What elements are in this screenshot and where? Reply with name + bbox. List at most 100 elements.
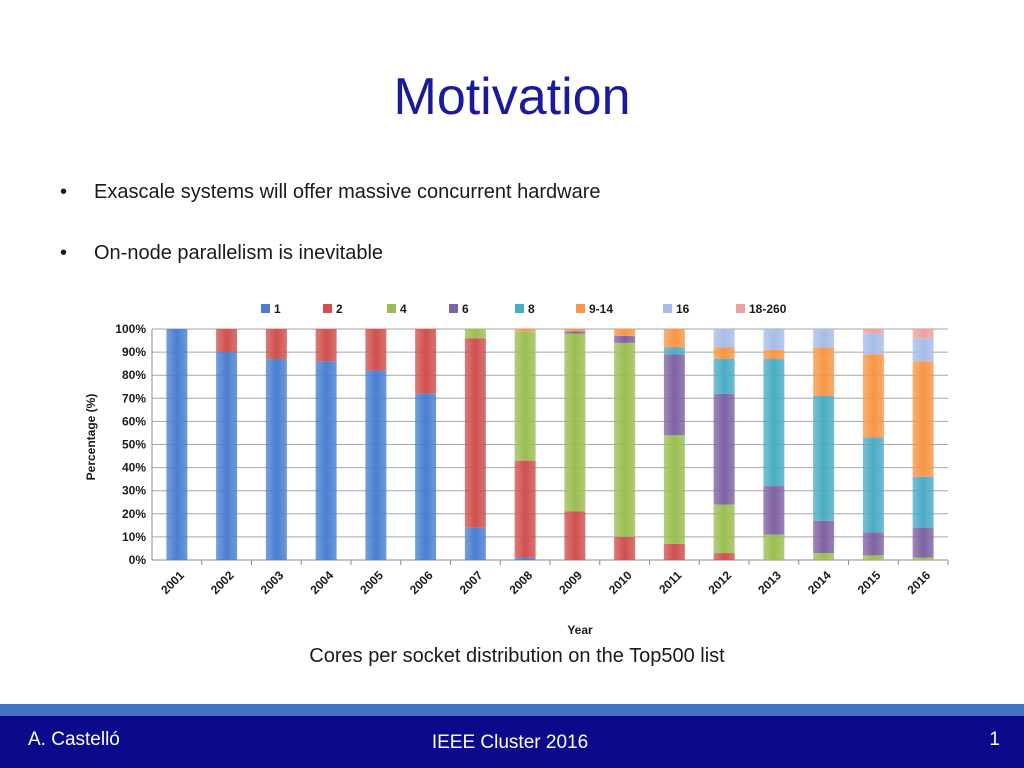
bar-segment xyxy=(813,395,835,521)
bullet-dot-icon: • xyxy=(60,181,68,203)
footer-author: A. Castelló xyxy=(28,729,120,750)
bar-segment xyxy=(813,553,835,560)
bar-segment xyxy=(912,361,934,477)
bar-segment xyxy=(415,393,437,560)
bullet-text: On-node parallelism is inevitable xyxy=(94,242,384,264)
bar-segment xyxy=(813,347,835,396)
y-axis-title: Percentage (%) xyxy=(84,394,98,481)
y-tick-label: 90% xyxy=(122,345,146,359)
x-tick-label: 2015 xyxy=(855,568,884,597)
bar-segment xyxy=(862,329,884,334)
y-tick-label: 0% xyxy=(129,553,147,567)
legend-label: 4 xyxy=(400,302,407,316)
bar-segment xyxy=(713,393,735,505)
bar-segment xyxy=(912,476,934,528)
bar-segment xyxy=(663,354,685,436)
bar-segment xyxy=(763,329,785,350)
x-tick-label: 2002 xyxy=(208,568,237,597)
bullet-list: • Exascale systems will offer massive con… xyxy=(60,176,600,298)
bullet-item: • On-node parallelism is inevitable xyxy=(60,237,600,269)
bar-segment xyxy=(663,329,685,348)
y-tick-label: 80% xyxy=(122,368,146,382)
footer-event: IEEE Cluster 2016 xyxy=(431,732,589,753)
x-tick-label: 2013 xyxy=(755,568,784,597)
x-tick-label: 2016 xyxy=(904,568,933,597)
bar-segment xyxy=(365,370,387,560)
bullet-text: Exascale systems will offer massive conc… xyxy=(94,181,601,203)
bar-segment xyxy=(862,437,884,533)
legend-label: 6 xyxy=(462,302,469,316)
bar-segment xyxy=(216,329,238,353)
bar-segment xyxy=(862,354,884,438)
legend-swatch xyxy=(515,304,524,313)
bar-segment xyxy=(862,555,884,560)
legend-swatch xyxy=(663,304,672,313)
bar-segment xyxy=(564,331,586,334)
x-tick-label: 2006 xyxy=(407,568,436,597)
x-tick-label: 2008 xyxy=(506,568,535,597)
bar-segment xyxy=(763,486,785,535)
bar-segment xyxy=(713,347,735,360)
y-tick-label: 70% xyxy=(122,391,146,405)
bar-segment xyxy=(464,527,486,560)
legend-label: 2 xyxy=(336,302,343,316)
y-tick-label: 30% xyxy=(122,484,146,498)
legend-swatch xyxy=(387,304,396,313)
x-tick-label: 2003 xyxy=(258,568,287,597)
bar-segment xyxy=(564,329,586,332)
bar-segment xyxy=(862,333,884,355)
legend-swatch xyxy=(449,304,458,313)
y-tick-label: 40% xyxy=(122,461,146,475)
bar-segment xyxy=(514,557,536,560)
x-tick-label: 2014 xyxy=(805,568,834,597)
bar-segment xyxy=(663,543,685,560)
bar-segment xyxy=(216,352,238,560)
legend-swatch xyxy=(736,304,745,313)
bar-segment xyxy=(265,329,287,360)
bullet-item: • Exascale systems will offer massive con… xyxy=(60,176,600,208)
bar-segment xyxy=(365,329,387,371)
bar-segment xyxy=(713,329,735,348)
bar-segment xyxy=(614,329,636,336)
chart-caption: Cores per socket distribution on the Top… xyxy=(309,645,725,667)
bar-segment xyxy=(912,329,934,339)
x-tick-label: 2010 xyxy=(606,568,635,597)
x-tick-label: 2009 xyxy=(556,568,585,597)
x-tick-label: 2005 xyxy=(357,568,386,597)
legend-label: 18-260 xyxy=(749,302,787,316)
y-tick-label: 20% xyxy=(122,507,146,521)
bar-segment xyxy=(813,329,835,348)
legend-swatch xyxy=(576,304,585,313)
bar-segment xyxy=(315,361,337,560)
x-tick-label: 2004 xyxy=(307,568,336,597)
bar-segment xyxy=(464,329,486,339)
bar-segment xyxy=(166,329,188,560)
bar-segment xyxy=(912,557,934,560)
page-number: 1 xyxy=(989,729,1000,750)
x-tick-label: 2007 xyxy=(457,568,486,597)
bar-segment xyxy=(713,504,735,554)
stacked-bar-chart: 0% 10% 20% 30% 40% 50% 60% 70% 80% 90% 100% 2001 200… xyxy=(84,302,949,637)
y-tick-label: 50% xyxy=(122,438,146,452)
y-tick-label: 60% xyxy=(122,414,146,428)
legend-label: 1 xyxy=(274,302,281,316)
bar-segment xyxy=(912,338,934,362)
slide-title: Motivation xyxy=(393,68,631,126)
bar-segment xyxy=(265,359,287,560)
bar-segment xyxy=(862,532,884,556)
bar-segment xyxy=(614,342,636,537)
bar-segment xyxy=(514,331,536,461)
bar-segment xyxy=(315,329,337,362)
bar-segment xyxy=(564,511,586,560)
bar-segment xyxy=(514,460,536,558)
x-tick-label: 2012 xyxy=(705,568,734,597)
legend-label: 8 xyxy=(528,302,535,316)
y-tick-label: 10% xyxy=(122,530,146,544)
bar-segment xyxy=(763,534,785,560)
footer-bar: A. Castelló IEEE Cluster 2016 1 xyxy=(0,716,1024,768)
x-tick-label: 2011 xyxy=(656,568,685,597)
bar-segment xyxy=(464,338,486,528)
bar-segment xyxy=(713,553,735,560)
bar-segment xyxy=(663,347,685,355)
footer-stripe xyxy=(0,704,1024,716)
